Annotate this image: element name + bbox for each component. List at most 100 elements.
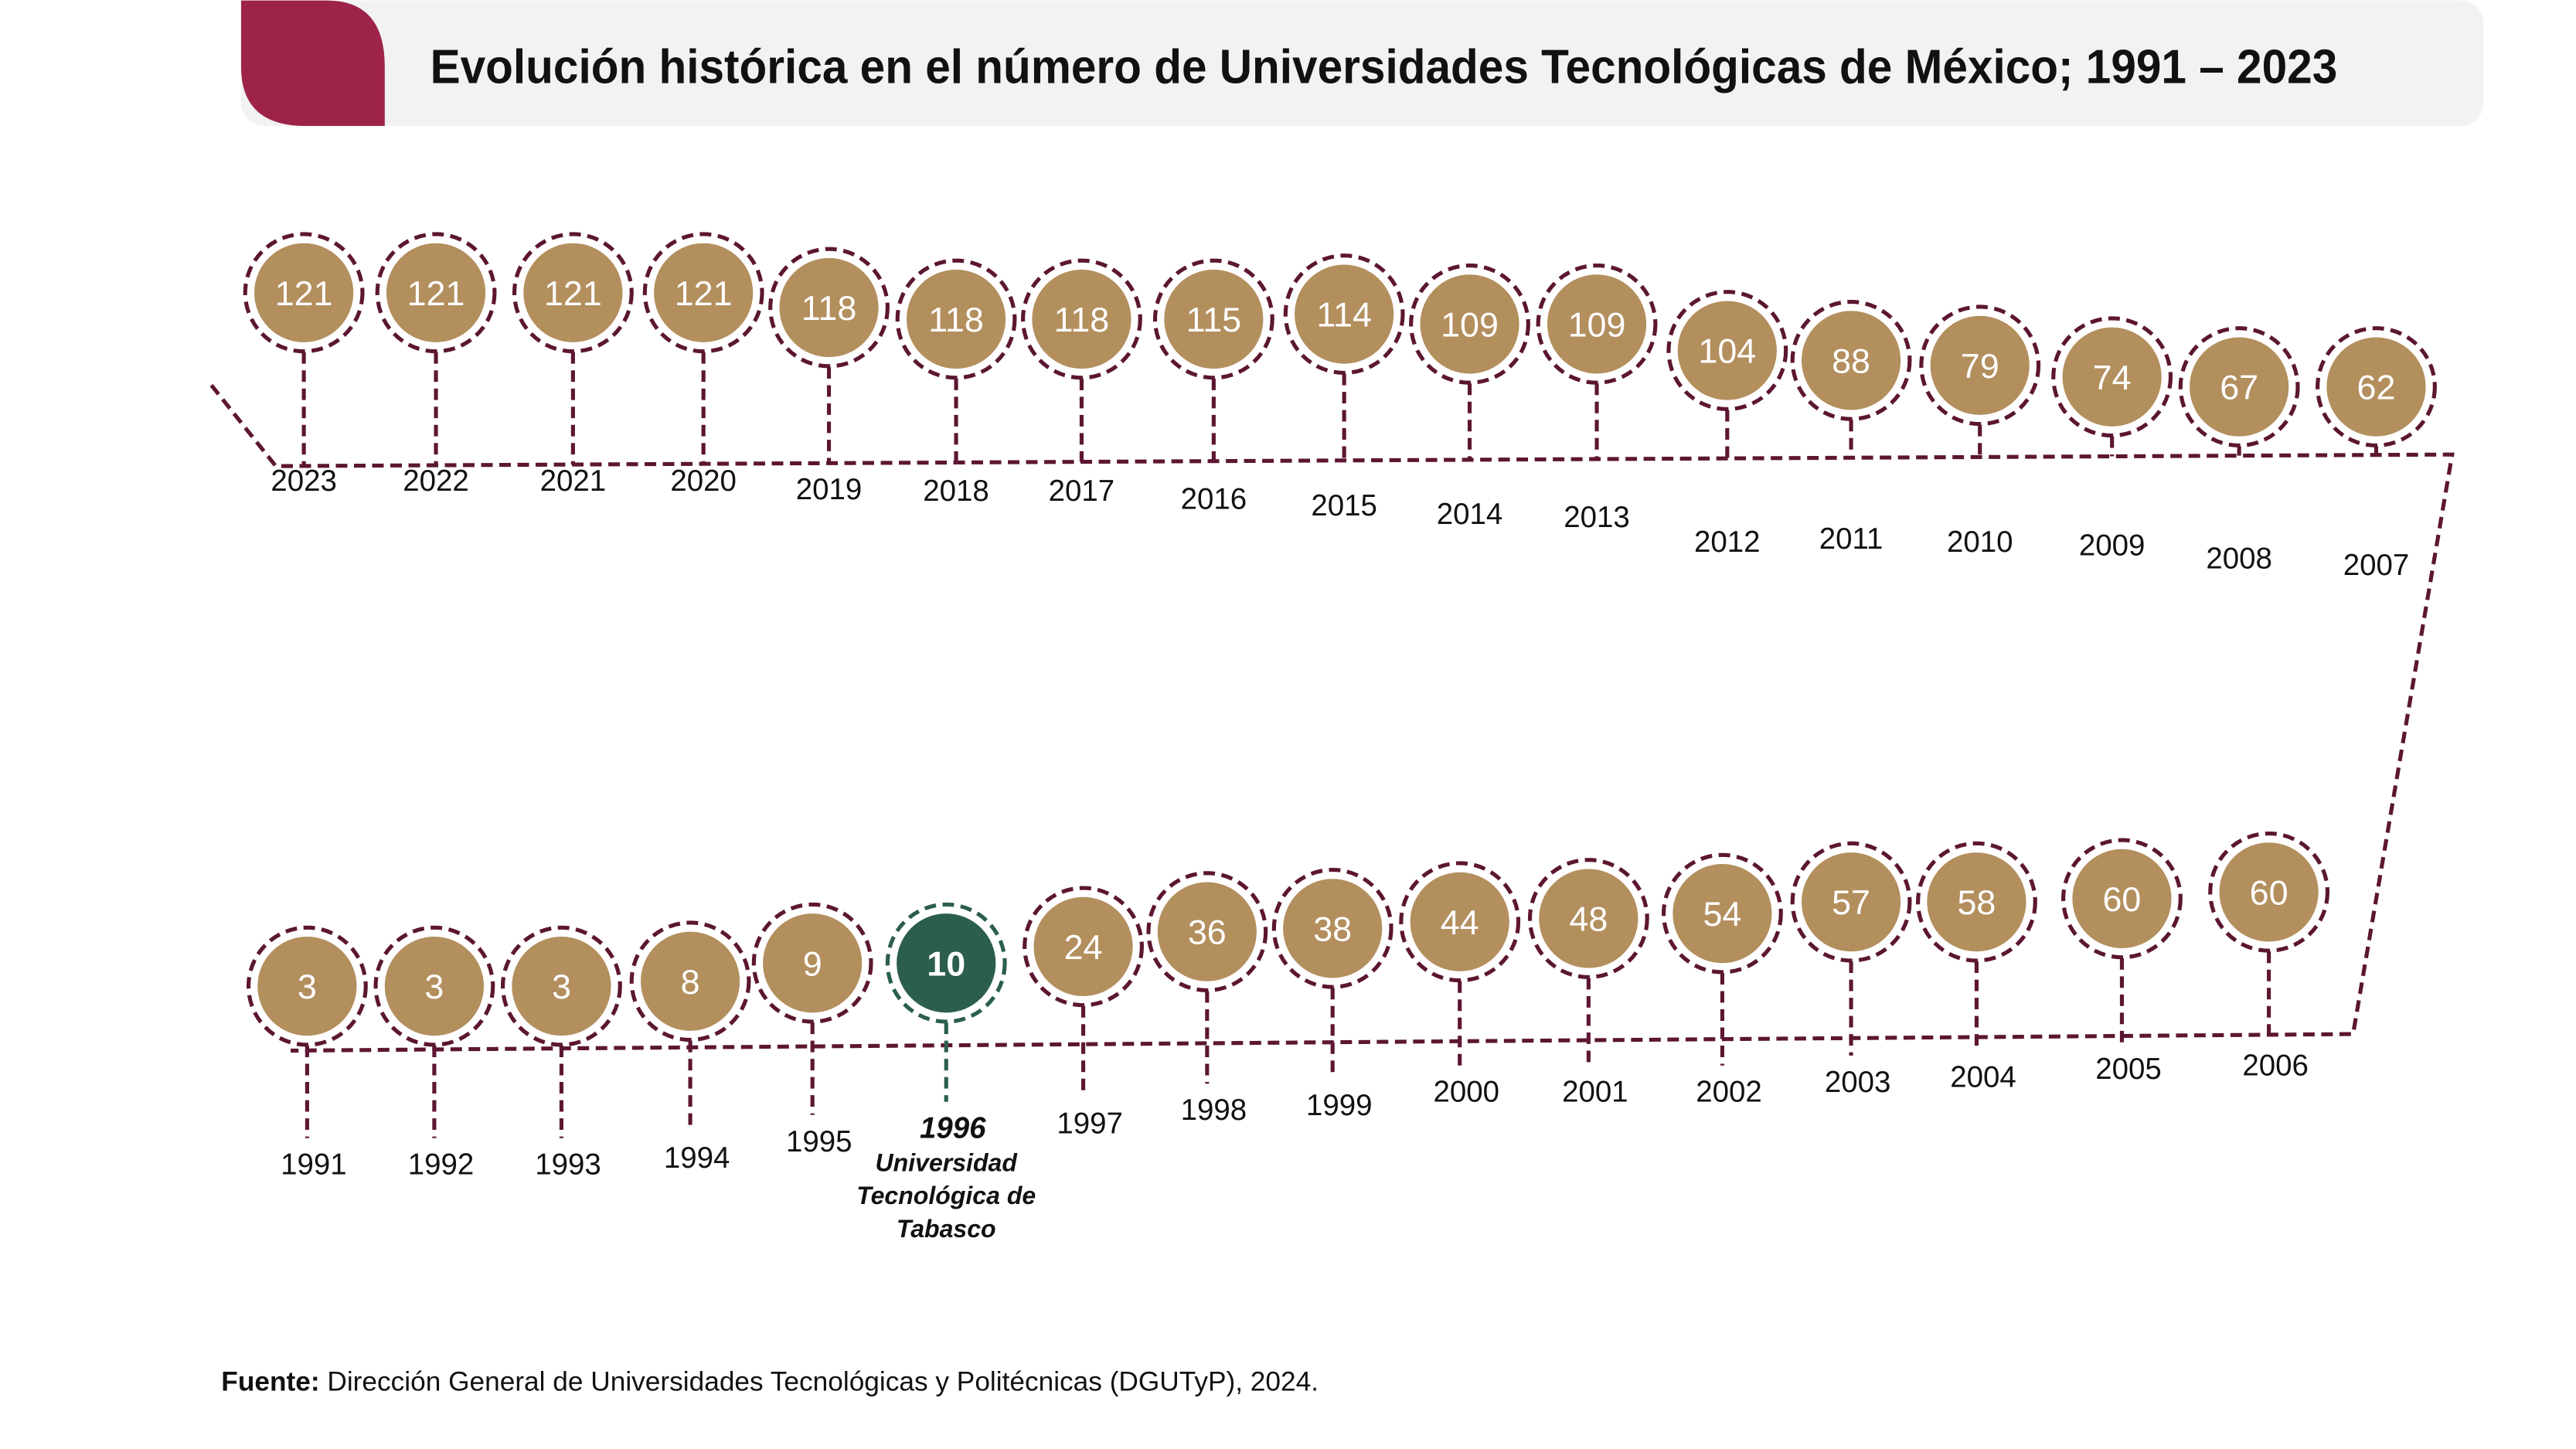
timeline-node-2003: 57 2003: [1790, 841, 1912, 1099]
timeline-node-2011: 88 2011: [1790, 299, 1912, 556]
timeline-node-2015: 114 2015: [1283, 253, 1405, 522]
timeline-node-2016: 115 2016: [1152, 258, 1274, 516]
year-label: 2010: [1947, 526, 2013, 559]
year-label: 1998: [1181, 1094, 1247, 1127]
timeline-nodes: 121 2023 121 2022 121 2021 121 2020 118 2019 118 20…: [243, 232, 2437, 1243]
value-bubble: [512, 937, 611, 1036]
value-label: 54: [1703, 894, 1741, 934]
annotation-line: Tecnológica de: [856, 1182, 1036, 1209]
value-bubble: [2219, 842, 2319, 942]
year-label: 2005: [2095, 1053, 2162, 1086]
year-label: 2001: [1562, 1076, 1628, 1109]
timeline-node-2022: 121 2022: [375, 232, 497, 498]
annotation-line: Universidad: [876, 1148, 1019, 1176]
timeline-node-2004: 58 2004: [1916, 841, 2037, 1094]
timeline-node-2018: 118 2018: [895, 258, 1017, 508]
year-label: 2014: [1437, 498, 1503, 531]
value-label: 10: [927, 944, 965, 983]
value-bubble: [1677, 301, 1777, 400]
value-label: 62: [2357, 368, 2396, 407]
value-bubble: [1164, 269, 1264, 369]
value-label: 121: [544, 274, 602, 313]
year-label: 2020: [670, 464, 737, 498]
year-label: 1991: [281, 1148, 347, 1182]
year-label: 2004: [1950, 1060, 2016, 1094]
value-bubble: [523, 243, 623, 342]
value-label: 109: [1568, 304, 1626, 344]
timeline-node-1992: 3 1992: [373, 925, 495, 1182]
value-bubble: [654, 243, 754, 342]
year-label: 2012: [1694, 526, 1761, 559]
year-label: 2008: [2206, 543, 2272, 576]
value-label: 57: [1832, 883, 1870, 922]
value-bubble: [1032, 269, 1131, 369]
timeline-node-2012: 104 2012: [1666, 290, 1788, 559]
title-accent: [240, 0, 385, 127]
value-bubble: [1801, 311, 1901, 410]
value-label: 114: [1316, 295, 1372, 335]
page-title: Evolución histórica en el número de Univ…: [430, 40, 2338, 94]
value-bubble: [897, 913, 996, 1013]
timeline-node-2001: 48 2001: [1527, 858, 1649, 1109]
value-label: 118: [1054, 300, 1110, 339]
value-bubble: [779, 257, 879, 358]
timeline-node-1994: 8 1994: [629, 920, 751, 1175]
timeline-node-1998: 36 1998: [1146, 871, 1268, 1127]
timeline-node-2023: 121 2023: [243, 232, 365, 498]
value-label: 3: [424, 967, 444, 1006]
timeline-node-2010: 79 2010: [1919, 304, 2041, 559]
timeline-node-2009: 74 2009: [2051, 316, 2173, 563]
value-label: 79: [1961, 346, 1999, 386]
value-bubble: [1410, 872, 1509, 971]
timeline-node-1995: 9 1995: [751, 902, 873, 1158]
value-bubble: [2190, 337, 2289, 437]
value-label: 104: [1698, 332, 1756, 371]
value-bubble: [257, 937, 357, 1036]
timeline-path: [209, 383, 2455, 1053]
value-label: 109: [1441, 304, 1499, 344]
year-label: 2022: [403, 464, 469, 498]
timeline-node-2013: 109 2013: [1536, 263, 1658, 534]
year-label: 2019: [796, 473, 863, 506]
year-label: 2007: [2343, 549, 2410, 582]
value-label: 9: [803, 944, 822, 983]
year-label: 2011: [1819, 522, 1884, 556]
value-label: 118: [801, 288, 857, 328]
timeline-node-2020: 121 2020: [642, 232, 764, 498]
value-label: 74: [2093, 358, 2132, 397]
value-label: 88: [1832, 341, 1870, 380]
source-label: Fuente:: [221, 1367, 319, 1397]
value-label: 38: [1313, 909, 1352, 948]
year-label: 2021: [540, 464, 607, 498]
timeline-node-2019: 118 2019: [768, 247, 890, 506]
value-label: 3: [298, 967, 317, 1006]
timeline-node-2021: 121 2021: [512, 232, 634, 498]
year-label: 2006: [2242, 1049, 2309, 1083]
year-label: 2017: [1049, 474, 1115, 508]
year-label: 2013: [1564, 501, 1630, 534]
value-label: 121: [275, 274, 333, 313]
value-bubble: [1539, 869, 1638, 968]
timeline-node-2000: 44 2000: [1399, 861, 1521, 1109]
value-label: 118: [928, 300, 984, 339]
value-bubble: [1801, 852, 1901, 952]
value-bubble: [1547, 274, 1647, 374]
timeline-node-2002: 54 2002: [1661, 852, 1783, 1109]
timeline-node-1996: 10 1996 Universidad Tecnológica de Tabasco: [856, 902, 1036, 1243]
year-label: 1997: [1057, 1107, 1123, 1140]
value-bubble: [1930, 315, 2030, 415]
value-bubble: [2326, 337, 2426, 437]
value-label: 60: [2250, 872, 2288, 912]
year-label: 1995: [786, 1125, 852, 1158]
value-label: 24: [1064, 927, 1103, 967]
timeline-node-2017: 118 2017: [1021, 258, 1142, 508]
value-label: 58: [1957, 883, 1996, 922]
timeline-node-2005: 60 2005: [2061, 838, 2183, 1086]
source-text: Dirección General de Universidades Tecno…: [320, 1367, 1319, 1397]
year-label: 1993: [535, 1148, 601, 1182]
title-banner: Evolución histórica en el número de Univ…: [240, 0, 2484, 127]
value-bubble: [1673, 864, 1772, 964]
value-label: 8: [681, 962, 700, 1002]
value-label: 67: [2220, 368, 2258, 407]
value-label: 44: [1441, 903, 1479, 942]
